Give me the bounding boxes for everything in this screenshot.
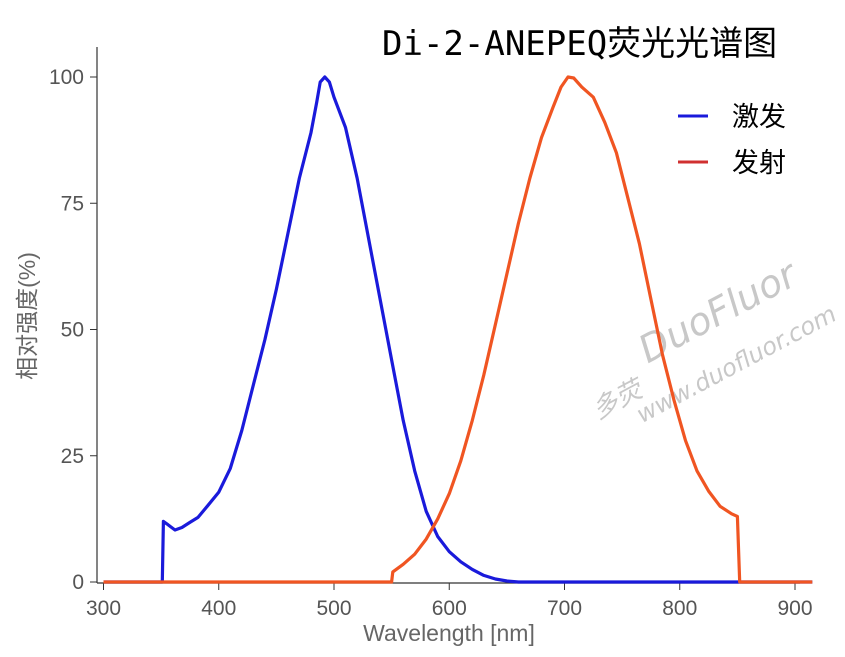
y-tick-label: 75 [61, 192, 84, 215]
x-tick-label: 600 [432, 597, 467, 620]
chart-title: Di-2-ANEPEQ荧光光谱图 [382, 24, 777, 64]
y-tick-label: 25 [61, 445, 84, 468]
legend: 激发 发射 [678, 102, 786, 179]
x-tick-label: 800 [662, 597, 697, 620]
x-tick-label: 300 [86, 597, 121, 620]
y-axis-label: 相对强度(%) [14, 252, 40, 380]
excitation-series-line [103, 75, 813, 584]
y-tick-label: 100 [49, 66, 84, 89]
legend-label-emission: 发射 [732, 148, 786, 179]
legend-label-excitation: 激发 [732, 102, 786, 133]
emission-series-line [103, 75, 813, 584]
x-axis-label: Wavelength [nm] [363, 620, 535, 646]
series-group [103, 75, 813, 584]
y-tick-label: 50 [61, 319, 84, 342]
y-tick-label: 0 [72, 571, 84, 594]
x-tick-label: 900 [777, 597, 812, 620]
x-tick-label: 500 [316, 597, 351, 620]
x-tick-label: 400 [201, 597, 236, 620]
ticks: 300 400 500 600 700 800 900 0 25 50 75 100 [49, 66, 813, 620]
x-tick-label: 700 [547, 597, 582, 620]
watermark: 多荧 DuoFluor www.duofluor.com [587, 251, 841, 429]
